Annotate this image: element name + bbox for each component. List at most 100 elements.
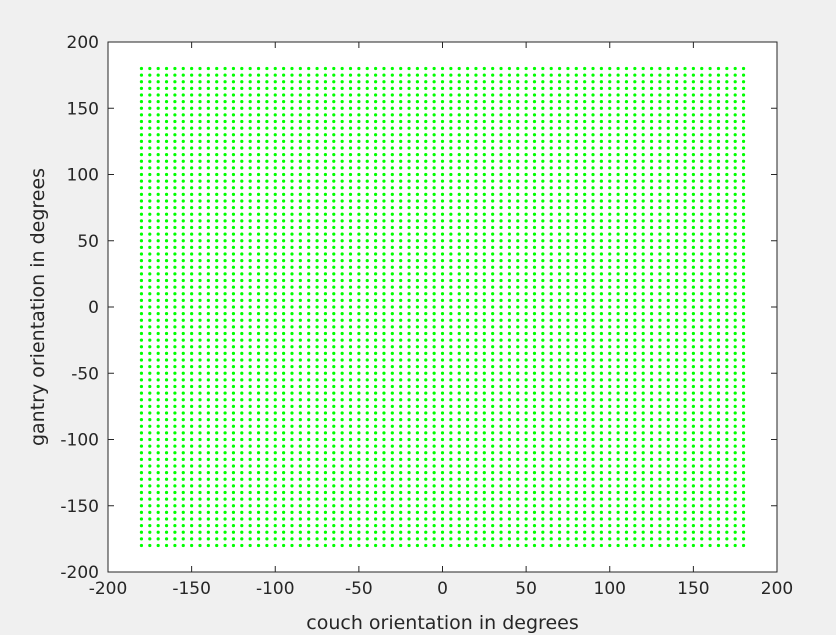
scatter-point [658,391,662,395]
scatter-point [164,272,169,276]
scatter-point [348,411,353,415]
scatter-point [675,133,679,137]
scatter-point [365,146,369,150]
scatter-point [608,159,612,163]
scatter-point [307,504,311,508]
scatter-point [357,232,361,236]
scatter-point [633,312,637,316]
scatter-point [231,431,236,435]
scatter-point [524,146,528,150]
scatter-point [164,537,169,541]
scatter-point [507,159,511,163]
scatter-point [148,510,152,514]
scatter-point [541,232,545,236]
scatter-point [415,100,420,104]
scatter-point [290,424,294,428]
scatter-point [608,119,612,124]
scatter-point [633,272,637,276]
scatter-point [332,365,336,369]
scatter-point [399,259,403,263]
scatter-point [608,524,612,528]
scatter-point [482,351,486,355]
scatter-point [231,437,236,442]
scatter-point [424,318,428,322]
scatter-point [282,517,286,521]
scatter-point [591,100,595,104]
scatter-point [365,232,369,236]
scatter-point [465,437,470,442]
scatter-point [482,345,486,349]
scatter-point [407,517,411,521]
scatter-point [641,199,645,203]
scatter-point [440,225,445,230]
scatter-point [474,318,478,322]
scatter-point [248,159,252,163]
scatter-point [465,325,470,329]
scatter-point [599,378,603,382]
scatter-point [164,371,169,375]
scatter-point [649,172,654,177]
scatter-point [541,199,545,203]
scatter-point [549,139,553,143]
scatter-point [532,119,537,124]
scatter-point [449,73,453,77]
scatter-point [407,490,411,495]
scatter-point [708,384,712,389]
scatter-point [675,524,679,528]
scatter-point [290,378,294,382]
scatter-point [273,497,277,501]
scatter-point [215,166,219,170]
scatter-point [315,484,319,488]
scatter-point [315,159,319,163]
scatter-point [482,278,486,283]
scatter-point [415,206,420,210]
scatter-point [691,93,695,97]
scatter-point [415,510,420,514]
scatter-point [148,477,152,481]
scatter-point [307,537,311,541]
scatter-point [474,524,478,528]
scatter-point [683,212,687,216]
scatter-point [173,146,177,150]
scatter-point [608,437,612,442]
scatter-point [374,206,378,210]
scatter-point [206,477,210,481]
scatter-point [273,331,277,336]
scatter-point [691,464,695,468]
scatter-point [608,285,612,289]
scatter-point [624,431,629,435]
scatter-point [532,378,537,382]
scatter-point [574,318,578,322]
scatter-point [223,199,227,203]
scatter-point [290,510,294,514]
scatter-point [198,530,202,534]
scatter-point [507,225,511,230]
scatter-point [599,312,603,316]
scatter-point [516,239,520,243]
scatter-point [340,384,344,389]
scatter-point [658,338,662,342]
scatter-point [248,345,252,349]
scatter-point [256,464,261,468]
scatter-point [432,232,436,236]
scatter-point [265,199,269,203]
scatter-point [256,530,261,534]
scatter-point [574,292,578,296]
scatter-point [273,418,277,422]
scatter-point [265,530,269,534]
scatter-point [348,490,353,495]
scatter-point [206,298,210,302]
scatter-point [231,86,236,90]
scatter-point [574,199,578,203]
scatter-point [231,73,236,77]
scatter-point [449,490,453,495]
scatter-point [365,292,369,296]
scatter-point [415,179,420,183]
scatter-point [323,378,328,382]
scatter-point [206,345,210,349]
scatter-point [307,73,311,77]
scatter-point [474,146,478,150]
scatter-point [173,411,177,415]
scatter-point [549,524,553,528]
scatter-point [683,345,687,349]
